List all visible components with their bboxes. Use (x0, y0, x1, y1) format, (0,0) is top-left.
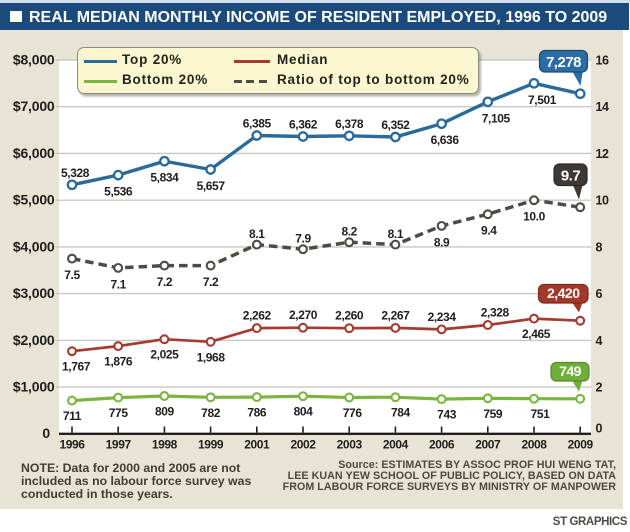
svg-text:786: 786 (247, 406, 267, 420)
svg-text:776: 776 (343, 406, 363, 420)
svg-text:2,260: 2,260 (335, 309, 364, 323)
svg-text:1997: 1997 (106, 438, 132, 452)
svg-text:5,657: 5,657 (197, 179, 226, 193)
svg-text:8.1: 8.1 (388, 227, 404, 241)
svg-text:2007: 2007 (475, 438, 501, 452)
svg-text:1999: 1999 (198, 438, 224, 452)
svg-text:2,267: 2,267 (381, 308, 410, 322)
svg-text:8.9: 8.9 (434, 235, 450, 249)
svg-text:$1,000: $1,000 (13, 379, 55, 395)
svg-text:9.4: 9.4 (481, 224, 497, 238)
svg-text:711: 711 (63, 409, 82, 423)
svg-text:14: 14 (596, 100, 610, 114)
svg-text:0: 0 (42, 425, 50, 441)
svg-text:784: 784 (391, 406, 411, 420)
svg-text:743: 743 (437, 408, 457, 422)
svg-text:1,876: 1,876 (104, 355, 133, 369)
svg-text:0: 0 (596, 422, 603, 436)
svg-text:7.2: 7.2 (157, 275, 173, 289)
svg-text:2009: 2009 (568, 438, 594, 452)
svg-text:$3,000: $3,000 (13, 285, 55, 301)
svg-text:1998: 1998 (152, 438, 178, 452)
svg-text:2006: 2006 (429, 438, 455, 452)
svg-text:5,834: 5,834 (150, 171, 179, 185)
svg-text:2002: 2002 (290, 438, 316, 452)
svg-text:6,352: 6,352 (381, 118, 410, 132)
svg-text:2001: 2001 (244, 438, 270, 452)
svg-text:2: 2 (596, 381, 603, 395)
svg-text:7,105: 7,105 (482, 111, 511, 125)
svg-text:7,501: 7,501 (528, 93, 557, 107)
svg-text:2,262: 2,262 (243, 309, 272, 323)
svg-text:2,234: 2,234 (428, 310, 457, 324)
svg-text:2,025: 2,025 (150, 348, 179, 362)
svg-text:$8,000: $8,000 (13, 52, 55, 68)
svg-text:10: 10 (596, 194, 610, 208)
svg-text:$2,000: $2,000 (13, 332, 55, 348)
svg-text:7,278: 7,278 (546, 54, 581, 71)
svg-text:7.5: 7.5 (64, 268, 80, 282)
svg-text:2004: 2004 (383, 438, 409, 452)
svg-text:6,385: 6,385 (243, 117, 272, 131)
svg-text:$6,000: $6,000 (13, 145, 55, 161)
svg-text:804: 804 (294, 405, 314, 419)
svg-text:2008: 2008 (521, 438, 547, 452)
svg-text:2,270: 2,270 (289, 308, 318, 322)
svg-text:16: 16 (596, 54, 610, 68)
svg-text:4: 4 (596, 334, 603, 348)
svg-text:775: 775 (109, 406, 129, 420)
svg-text:6,378: 6,378 (335, 117, 364, 131)
svg-text:1996: 1996 (59, 438, 85, 452)
svg-text:9.7: 9.7 (561, 167, 581, 184)
svg-text:782: 782 (201, 406, 221, 420)
svg-text:8.2: 8.2 (341, 225, 357, 239)
svg-text:6,362: 6,362 (289, 118, 318, 132)
svg-text:7.1: 7.1 (110, 277, 126, 291)
svg-text:1,767: 1,767 (62, 360, 91, 374)
svg-text:$7,000: $7,000 (13, 98, 55, 114)
svg-text:2003: 2003 (337, 438, 363, 452)
svg-text:809: 809 (155, 405, 175, 419)
svg-text:5,536: 5,536 (104, 185, 133, 199)
svg-text:8: 8 (596, 240, 603, 254)
svg-text:10.0: 10.0 (523, 210, 545, 224)
svg-text:7.2: 7.2 (203, 275, 219, 289)
svg-text:1,968: 1,968 (197, 350, 226, 364)
svg-text:2,420: 2,420 (547, 285, 580, 301)
svg-text:8.1: 8.1 (249, 227, 265, 241)
svg-text:7.9: 7.9 (295, 232, 311, 246)
svg-text:6,636: 6,636 (431, 133, 460, 147)
svg-text:751: 751 (531, 407, 551, 421)
svg-text:2,328: 2,328 (481, 306, 510, 320)
svg-text:2,465: 2,465 (522, 327, 551, 341)
svg-text:$5,000: $5,000 (13, 192, 55, 208)
svg-text:5,328: 5,328 (61, 166, 90, 180)
svg-text:749: 749 (559, 363, 582, 379)
svg-text:$4,000: $4,000 (13, 238, 55, 254)
svg-text:759: 759 (483, 407, 503, 421)
svg-text:12: 12 (596, 147, 610, 161)
svg-text:6: 6 (596, 287, 603, 301)
